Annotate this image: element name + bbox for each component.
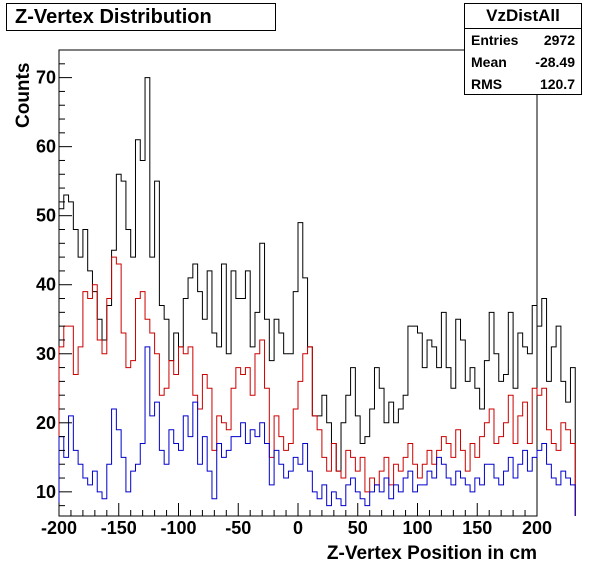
chart-title-box: Z-Vertex Distribution <box>6 3 276 31</box>
y-tick-label: 20 <box>36 413 56 433</box>
x-axis-label: Z-Vertex Position in cm <box>327 543 537 564</box>
stats-mean-value: -28.49 <box>535 54 575 70</box>
stats-rms-value: 120.7 <box>539 76 575 92</box>
x-tick-label: -150 <box>101 518 137 538</box>
x-tick-label: -200 <box>41 518 77 538</box>
stats-entries-value: 2972 <box>543 32 575 48</box>
x-tick-label: -100 <box>160 518 196 538</box>
series-layer <box>58 77 576 516</box>
y-tick-label: 50 <box>36 206 56 226</box>
x-tick-label: -50 <box>225 518 251 538</box>
axis-layer: -200 -150 -100 -50 0 50 100 150 200 10 20 30 40 50 60 7… <box>36 63 552 538</box>
stats-row-mean: Mean -28.49 <box>465 51 581 73</box>
y-axis-label: Counts <box>13 63 34 128</box>
x-tick-label: 200 <box>522 518 552 538</box>
stats-row-rms: RMS 120.7 <box>465 73 581 95</box>
y-tick-label: 60 <box>36 137 56 157</box>
stats-name: VzDistAll <box>465 4 581 29</box>
stats-row-entries: Entries 2972 <box>465 29 581 51</box>
stats-entries-label: Entries <box>471 32 519 48</box>
y-tick-label: 30 <box>36 344 56 364</box>
stats-rms-label: RMS <box>471 76 503 92</box>
x-tick-label: 0 <box>293 518 303 538</box>
histogram-series-1 <box>58 256 576 516</box>
histogram-series-0 <box>58 77 576 516</box>
x-tick-label: 100 <box>402 518 432 538</box>
y-tick-label: 40 <box>36 275 56 295</box>
y-tick-label: 10 <box>36 482 56 502</box>
x-tick-label: 50 <box>348 518 368 538</box>
y-tick-label: 70 <box>36 68 56 88</box>
stats-box: VzDistAll Entries 2972 Mean -28.49 RMS 1… <box>464 3 582 95</box>
stats-mean-label: Mean <box>471 54 507 70</box>
x-tick-label: 150 <box>462 518 492 538</box>
histogram-series-2 <box>58 346 576 516</box>
chart-title: Z-Vertex Distribution <box>15 5 212 28</box>
